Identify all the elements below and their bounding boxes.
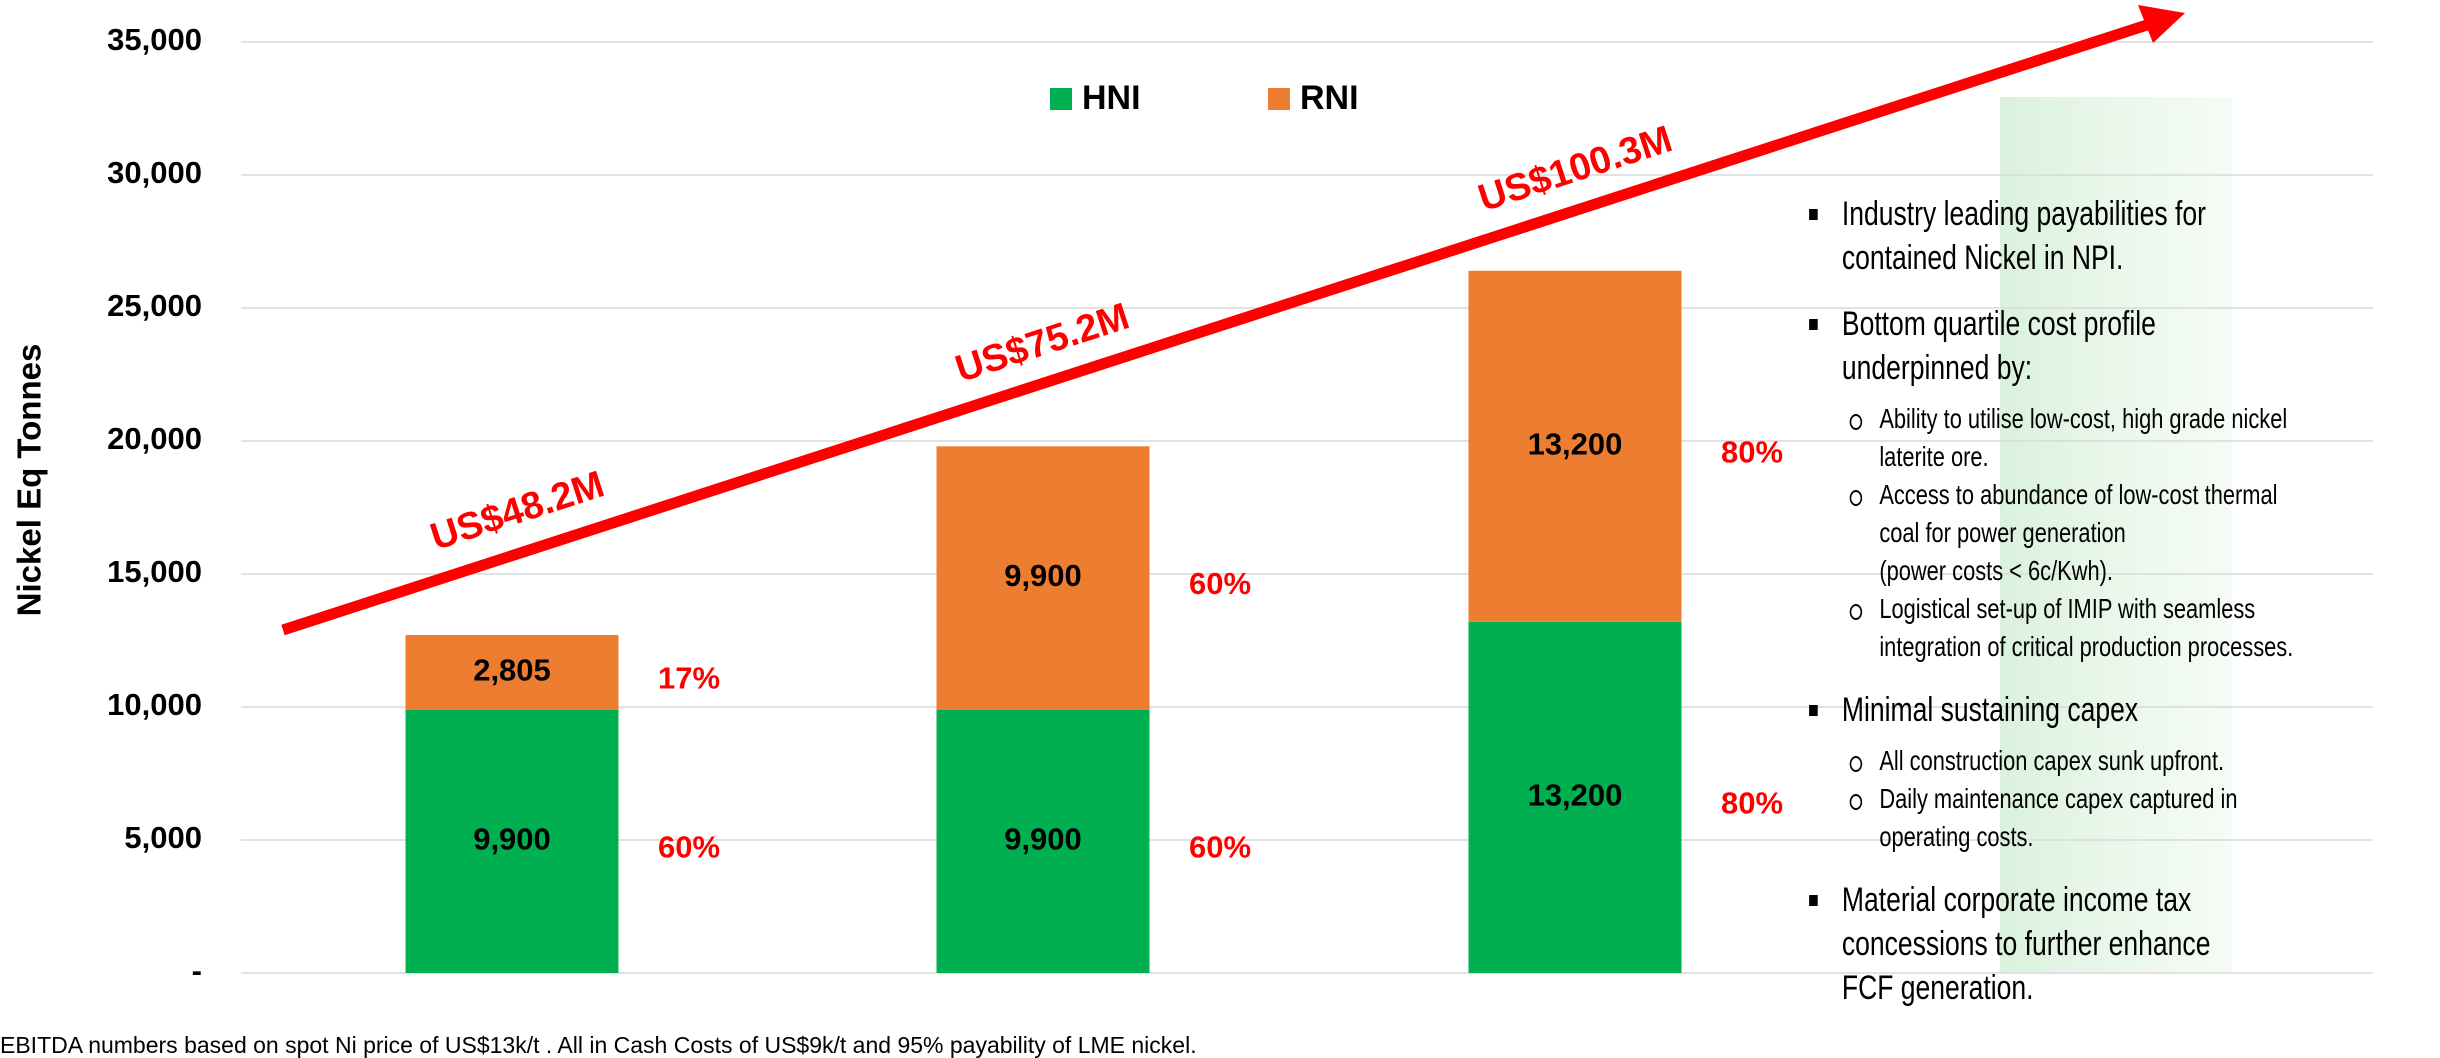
trend-arrow [281, 18, 2152, 636]
value-label: 13,200 [1528, 778, 1623, 813]
bar-segment [405, 709, 619, 973]
legend-swatch [1268, 88, 1290, 110]
bar-segment [405, 635, 619, 710]
value-label: 2,805 [473, 653, 551, 688]
sub-bullet-line: Ability to utilise low-cost, high grade … [1879, 403, 2288, 434]
y-tick-label: 25,000 [107, 288, 202, 323]
sub-bullet-line: Logistical set-up of IMIP with seamless [1879, 593, 2256, 624]
share-label: 60% [658, 830, 720, 865]
sub-list: All construction capex sunk upfront. Dail… [1806, 742, 2430, 856]
y-axis-label: Nickel Eq Tonnes [11, 344, 48, 617]
share-label: 80% [1721, 786, 1783, 821]
sub-bullet-line: operating costs. [1879, 821, 2034, 852]
legend-label: HNI [1082, 79, 1141, 117]
sub-bullet-line: laterite ore. [1879, 441, 1989, 472]
sub-bullet: Ability to utilise low-cost, high grade … [1806, 400, 2430, 476]
sub-bullet: Access to abundance of low-cost thermal c… [1806, 476, 2430, 590]
value-label: 9,900 [473, 822, 551, 857]
bullet-line: Industry leading payabilities for [1841, 195, 2207, 233]
y-tick-label: 5,000 [124, 820, 202, 855]
bullet-marker [1809, 319, 1818, 330]
sub-bullet-marker [1849, 756, 1863, 772]
share-label: 60% [1189, 566, 1251, 601]
bullet-item: Bottom quartile cost profile underpinned … [1806, 302, 2430, 666]
bullet-line: Bottom quartile cost profile [1841, 305, 2156, 343]
bullet-text: Material corporate income tax concessions… [1806, 878, 2430, 1010]
sub-bullet: Daily maintenance capex captured in opera… [1806, 780, 2430, 856]
bullet-list: Industry leading payabilities for contain… [1806, 192, 2430, 1032]
bullet-line: FCF generation. [1841, 969, 2034, 1007]
highlight-panel [2000, 97, 2232, 973]
share-label: 80% [1721, 435, 1783, 470]
bullet-line: concessions to further enhance [1841, 925, 2211, 963]
legend-swatch [1050, 88, 1072, 110]
sub-bullet-line: Daily maintenance capex captured in [1879, 783, 2238, 814]
y-tick-label: - [192, 953, 202, 988]
bullet-line: contained Nickel in NPI. [1841, 239, 2124, 277]
bullet-line: underpinned by: [1841, 349, 2033, 387]
sub-bullet-line: All construction capex sunk upfront. [1879, 745, 2225, 776]
sub-list: Ability to utilise low-cost, high grade … [1806, 400, 2430, 666]
bar-segment [936, 709, 1150, 973]
bullet-marker [1809, 705, 1818, 716]
bar-segment [1468, 270, 1682, 622]
y-tick-label: 15,000 [107, 554, 202, 589]
bullet-text: Bottom quartile cost profile underpinned … [1806, 302, 2430, 390]
bullet-line: Minimal sustaining capex [1841, 691, 2139, 729]
bullet-marker [1809, 209, 1818, 220]
trend-arrowhead [2138, 5, 2185, 43]
value-label: 9,900 [1004, 822, 1082, 857]
bullet-item: Industry leading payabilities for contain… [1806, 192, 2430, 280]
footnote: EBITDA numbers based on spot Ni price of… [0, 1032, 1197, 1058]
y-tick-label: 30,000 [107, 155, 202, 190]
value-label: 13,200 [1528, 427, 1623, 462]
sub-bullet-marker [1849, 604, 1863, 620]
y-tick-label: 10,000 [107, 687, 202, 722]
bullet-line: Material corporate income tax [1841, 881, 2192, 919]
sub-bullet-line: integration of critical production proce… [1879, 631, 2294, 662]
sub-bullet: Logistical set-up of IMIP with seamless i… [1806, 590, 2430, 666]
y-tick-label: 20,000 [107, 421, 202, 456]
sub-bullet: All construction capex sunk upfront. [1806, 742, 2430, 780]
bullet-marker [1809, 895, 1818, 906]
bullet-text: Industry leading payabilities for contain… [1806, 192, 2430, 280]
share-label: 17% [658, 661, 720, 696]
sub-bullet-marker [1849, 794, 1863, 810]
bullet-item: Minimal sustaining capex All construction… [1806, 688, 2430, 856]
y-tick-label: 35,000 [107, 22, 202, 57]
bullet-item: Material corporate income tax concessions… [1806, 878, 2430, 1010]
sub-bullet-line: coal for power generation [1879, 517, 2126, 548]
bar-segment [1468, 621, 1682, 973]
sub-bullet-marker [1849, 414, 1863, 430]
share-label: 60% [1189, 830, 1251, 865]
bullet-text: Minimal sustaining capex [1806, 688, 2430, 732]
trend-label: US$75.2M [951, 295, 1135, 390]
legend-label: RNI [1300, 79, 1359, 117]
bar-segment [936, 446, 1150, 710]
sub-bullet-line: Access to abundance of low-cost thermal [1879, 479, 2278, 510]
sub-bullet-marker [1849, 490, 1863, 506]
value-label: 9,900 [1004, 558, 1082, 593]
trend-label: US$48.2M [426, 463, 610, 558]
sub-bullet-line: (power costs < 6c/Kwh). [1879, 555, 2113, 586]
